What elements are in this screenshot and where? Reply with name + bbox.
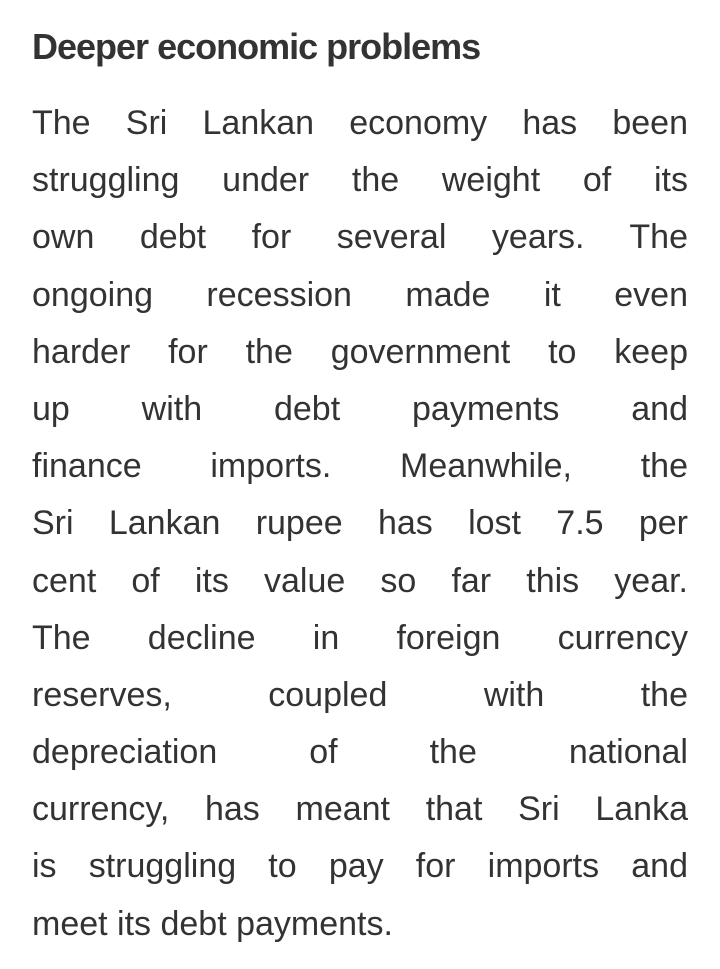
text-line: harder for the government to keep bbox=[32, 332, 688, 371]
text-line: currency, has meant that Sri Lanka bbox=[32, 790, 688, 829]
text-line: reserves, coupled with the bbox=[32, 675, 688, 714]
text-line: cent of its value so far this year. bbox=[32, 561, 688, 600]
paragraph: The Sri Lankan economy has been strugglin… bbox=[32, 95, 688, 953]
heading: Deeper economic problems bbox=[32, 26, 481, 67]
text-line: up with debt payments and bbox=[32, 389, 688, 428]
text-line: The Sri Lankan economy has been bbox=[32, 104, 688, 142]
text-line: is struggling to pay for imports and bbox=[32, 847, 688, 886]
text-line: own debt for several years. The bbox=[32, 218, 688, 257]
text-line: Sri Lankan rupee has lost 7.5 per bbox=[32, 504, 688, 543]
text-line: finance imports. Meanwhile, the bbox=[32, 447, 688, 486]
text-line: depreciation of the national bbox=[32, 733, 688, 772]
text-line: meet its debt payments. bbox=[32, 904, 393, 943]
text-line: The decline in foreign currency bbox=[32, 618, 688, 657]
text-line: struggling under the weight of its bbox=[32, 161, 688, 200]
text-line: ongoing recession made it even bbox=[32, 275, 688, 314]
